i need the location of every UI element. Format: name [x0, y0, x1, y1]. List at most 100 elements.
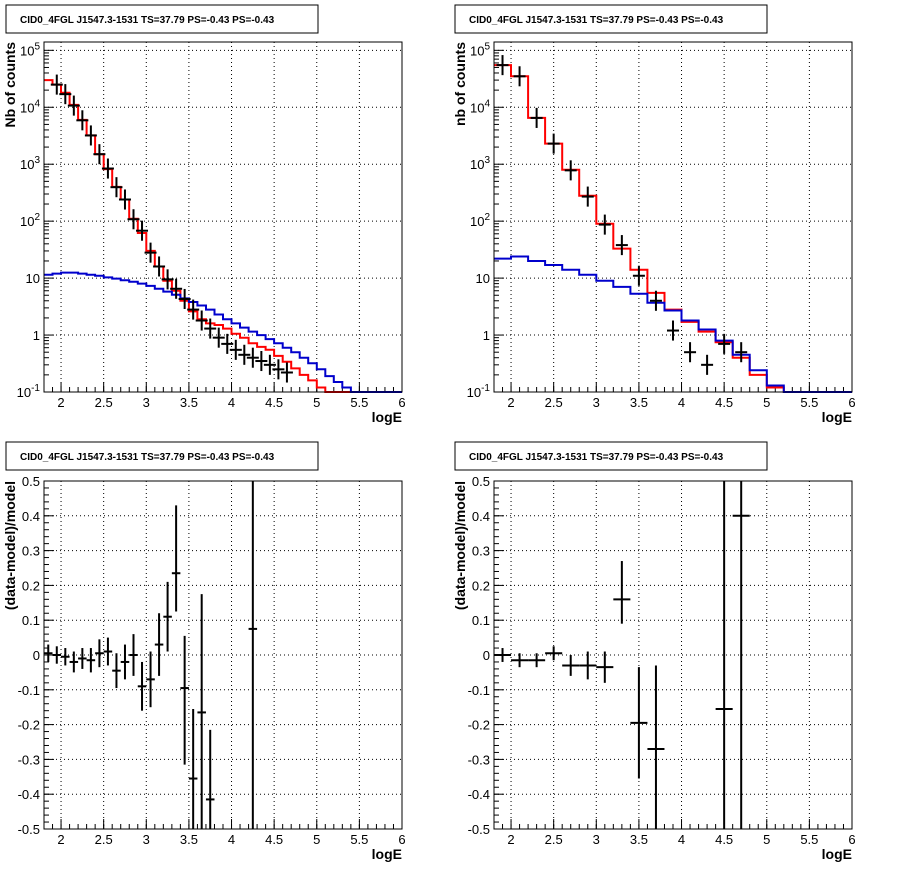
residual-point: [95, 639, 104, 668]
residual-point: [120, 644, 130, 680]
data-point: [598, 214, 611, 235]
x-tick-label: 3.5: [180, 832, 198, 847]
data-point: [684, 342, 697, 363]
residual-point: [78, 648, 87, 669]
residual-point: [715, 481, 733, 829]
y-tick-label: 102: [20, 212, 40, 229]
x-axis-title: logE: [822, 409, 852, 425]
y-tick-label: 0.4: [472, 509, 490, 524]
data-point: [93, 144, 106, 165]
y-tick-label: -0.5: [18, 822, 40, 837]
x-tick-label: 2: [507, 395, 514, 410]
x-tick-label: 2.5: [545, 395, 563, 410]
data-point: [118, 189, 131, 210]
data-point: [76, 110, 89, 131]
data-point: [84, 125, 97, 146]
data-point: [161, 269, 174, 290]
data-point: [229, 339, 242, 360]
residual-point: [44, 644, 53, 662]
data-point: [144, 242, 157, 263]
data-point: [581, 186, 594, 207]
chart-panel-2: CID0_4FGL J1547.3-1531 TS=37.79 PS=-0.43…: [452, 4, 856, 425]
y-tick-label: 0.2: [472, 578, 490, 593]
x-axis-title: logE: [822, 846, 852, 862]
x-tick-label: 6: [398, 395, 405, 410]
y-tick-label: 0.5: [472, 474, 490, 489]
data-point: [263, 354, 276, 375]
residual-point: [630, 667, 648, 779]
y-tick-label: -0.1: [18, 683, 40, 698]
data-point: [632, 265, 645, 286]
data-point: [718, 333, 731, 354]
y-tick-label: 0: [33, 648, 40, 663]
data-point: [59, 84, 72, 105]
data-point: [615, 235, 628, 256]
y-tick-label: -0.3: [18, 752, 40, 767]
chart-title: CID0_4FGL J1547.3-1531 TS=37.79 PS=-0.43…: [20, 452, 275, 463]
x-tick-label: 3: [593, 395, 600, 410]
residual-point: [52, 646, 62, 664]
y-axis-title: Nb of counts: [2, 42, 18, 128]
residual-point: [180, 635, 189, 765]
residual-point: [171, 505, 181, 612]
y-tick-label: 1: [483, 328, 490, 343]
data-point: [272, 359, 285, 380]
chart-title-box: [454, 441, 768, 471]
data-point: [735, 342, 748, 363]
histogram-series-1: [44, 271, 402, 393]
y-tick-label: 104: [470, 98, 490, 115]
data-point: [136, 220, 149, 241]
data-point: [101, 158, 114, 179]
histogram-series-0: [44, 79, 402, 393]
data-point: [195, 310, 208, 331]
residual-point: [579, 651, 597, 680]
y-axis-title: (data-model)/model: [452, 481, 468, 610]
residual-point: [562, 655, 580, 676]
data-point: [667, 320, 679, 341]
data-point: [110, 177, 123, 198]
x-tick-label: 3.5: [630, 832, 648, 847]
chart-title-box: [5, 4, 319, 34]
data-point: [170, 278, 183, 299]
residual-point: [137, 661, 147, 711]
y-tick-label: 103: [20, 155, 40, 172]
x-tick-label: 3: [143, 395, 150, 410]
residual-point: [205, 729, 215, 829]
plot-frame: [493, 480, 853, 830]
residual-point: [613, 561, 631, 624]
x-tick-label: 4.5: [265, 832, 283, 847]
y-tick-label: 102: [470, 212, 490, 229]
x-axis-title: logE: [372, 409, 402, 425]
chart-title: CID0_4FGL J1547.3-1531 TS=37.79 PS=-0.43…: [20, 15, 275, 26]
data-point: [50, 74, 63, 95]
x-tick-label: 4.5: [715, 395, 733, 410]
chart-title: CID0_4FGL J1547.3-1531 TS=37.79 PS=-0.43…: [469, 452, 724, 463]
x-tick-label: 5.5: [800, 832, 818, 847]
plot-frame: [43, 480, 403, 830]
residual-point: [112, 653, 121, 689]
y-tick-label: 0.1: [22, 613, 40, 628]
data-point: [255, 350, 268, 372]
histogram-series-0: [494, 64, 852, 393]
x-tick-label: 2: [57, 832, 64, 847]
chart-panel-3: CID0_4FGL J1547.3-1531 TS=37.79 PS=-0.43…: [2, 441, 406, 862]
plot-frame: [43, 41, 403, 393]
y-tick-label: 0.2: [22, 578, 40, 593]
y-tick-label: -0.2: [468, 718, 490, 733]
y-tick-label: 105: [20, 41, 40, 58]
x-tick-label: 5.5: [350, 395, 368, 410]
y-tick-label: 0.3: [22, 544, 40, 559]
residual-point: [528, 653, 546, 668]
y-tick-label: 1: [33, 328, 40, 343]
data-point: [530, 107, 543, 128]
data-point: [238, 344, 251, 365]
chart-panel-4: CID0_4FGL J1547.3-1531 TS=37.79 PS=-0.43…: [452, 441, 856, 862]
residual-point: [511, 653, 529, 668]
data-point: [187, 299, 200, 320]
x-tick-label: 2: [57, 395, 64, 410]
x-tick-label: 6: [848, 832, 855, 847]
y-tick-label: 0.4: [22, 509, 40, 524]
data-point: [701, 354, 714, 375]
data-point: [513, 66, 526, 87]
